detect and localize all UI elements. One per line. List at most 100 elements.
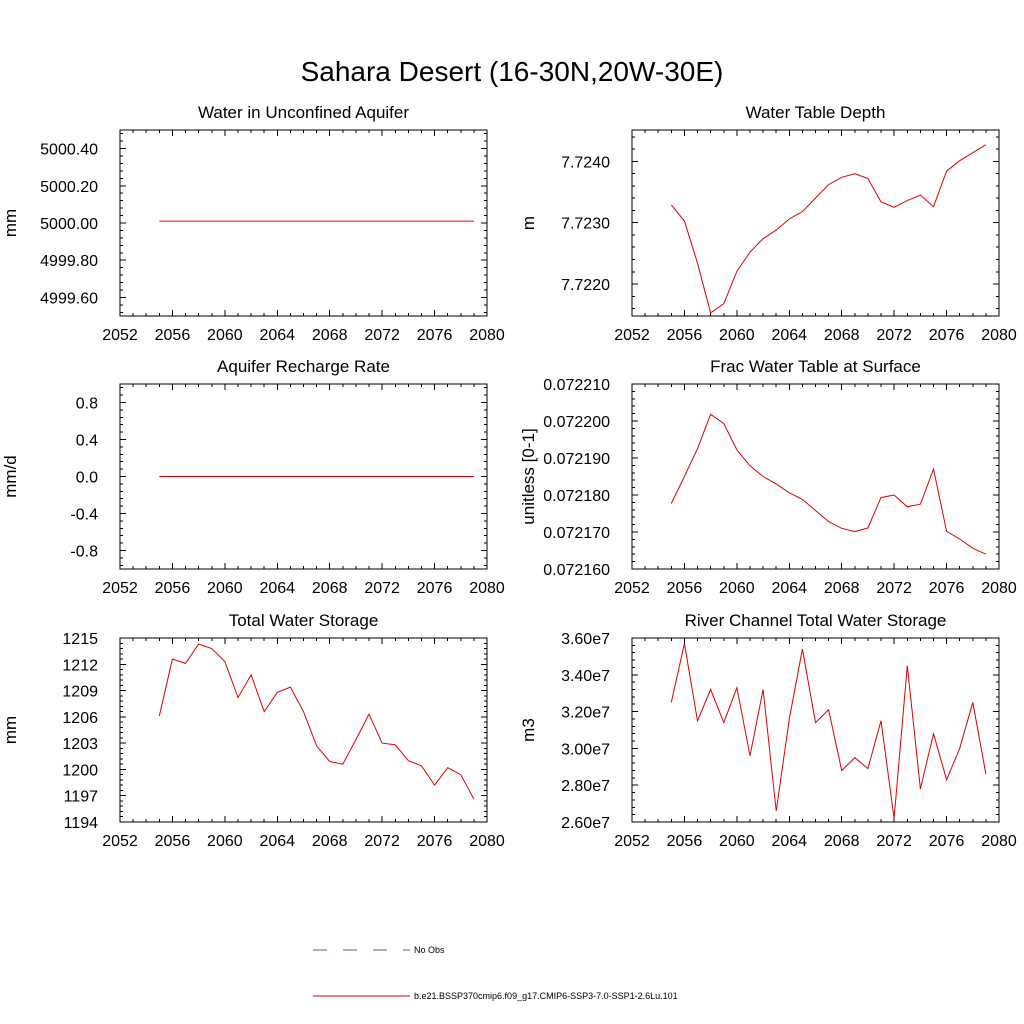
y-tick-label: 0.072210 xyxy=(543,377,610,394)
x-tick-label: 2064 xyxy=(771,580,807,597)
y-tick-label: 1215 xyxy=(62,631,98,648)
y-tick-label: -0.4 xyxy=(70,507,98,524)
x-tick-label: 2056 xyxy=(155,327,191,344)
panel-water-table-depth: Water Table Depth m 2052 2056 2060 2064 2068 20… xyxy=(519,103,1017,344)
panel-frac-water-table: Frac Water Table at Surface unitless [0-1… xyxy=(519,357,1017,597)
y-tick-label: 5000.20 xyxy=(40,179,98,196)
plot-frame xyxy=(631,129,1000,317)
figure-title: Sahara Desert (16-30N,20W-30E) xyxy=(300,56,724,87)
x-tick-label: 2076 xyxy=(929,580,965,597)
x-tick-label: 2072 xyxy=(364,580,400,597)
x-tick-label: 2056 xyxy=(667,327,703,344)
x-tick-label: 2052 xyxy=(102,580,138,597)
chart-panels: Water in Unconfined Aquifer mm 2052 2056 206… xyxy=(1,103,1017,850)
legend: No Obs b.e21.BSSP370cmip6.f09_g17.CMIP6-… xyxy=(313,945,678,1001)
x-tick-label: 2052 xyxy=(614,580,650,597)
y-tick-label: 7.7230 xyxy=(561,216,610,233)
x-tick-label: 2080 xyxy=(981,580,1017,597)
y-tick-label: 3.40e7 xyxy=(561,668,610,685)
x-tick-label: 2076 xyxy=(417,327,453,344)
x-tick-label: 2080 xyxy=(469,327,505,344)
x-tick-label: 2080 xyxy=(469,833,505,850)
panel-title: Water in Unconfined Aquifer xyxy=(198,103,409,122)
y-axis-label: m xyxy=(519,216,538,230)
y-tick-label: 0.072200 xyxy=(543,414,610,431)
x-tick-label: 2068 xyxy=(824,580,860,597)
x-tick-label: 2068 xyxy=(312,580,348,597)
y-tick-label: 0.4 xyxy=(76,433,98,450)
x-tick-label: 2060 xyxy=(207,833,243,850)
y-tick-label: 3.00e7 xyxy=(561,741,610,758)
y-tick-label: 0.8 xyxy=(76,396,98,413)
y-axis-label: mm/d xyxy=(1,455,20,498)
y-tick-label: 3.20e7 xyxy=(561,705,610,722)
y-axis-label: m3 xyxy=(519,718,538,742)
legend-label-no-obs: No Obs xyxy=(414,945,445,955)
series-line xyxy=(670,144,987,314)
panel-aquifer-water: Water in Unconfined Aquifer mm 2052 2056 206… xyxy=(1,103,505,344)
y-tick-label: 1206 xyxy=(62,710,98,727)
x-tick-label: 2060 xyxy=(719,327,755,344)
y-tick-label: 4999.80 xyxy=(40,253,98,270)
y-tick-label: 1203 xyxy=(62,736,98,753)
y-tick-label: 7.7240 xyxy=(561,154,610,171)
x-tick-label: 2076 xyxy=(929,833,965,850)
x-tick-label: 2056 xyxy=(667,833,703,850)
y-tick-label: 2.60e7 xyxy=(561,815,610,832)
x-tick-label: 2068 xyxy=(824,833,860,850)
x-tick-label: 2052 xyxy=(102,327,138,344)
y-tick-label: 4999.60 xyxy=(40,290,98,307)
x-tick-label: 2052 xyxy=(614,327,650,344)
x-tick-label: 2056 xyxy=(667,580,703,597)
y-tick-label: 3.60e7 xyxy=(561,631,610,648)
y-tick-label: 0.072170 xyxy=(543,525,610,542)
x-tick-label: 2072 xyxy=(364,833,400,850)
x-tick-label: 2060 xyxy=(207,580,243,597)
x-tick-label: 2068 xyxy=(312,327,348,344)
x-tick-label: 2064 xyxy=(259,580,295,597)
x-tick-label: 2080 xyxy=(981,833,1017,850)
x-tick-label: 2076 xyxy=(417,833,453,850)
y-tick-label: -0.8 xyxy=(70,544,98,561)
y-tick-label: 1197 xyxy=(64,789,99,806)
y-axis-label: mm xyxy=(1,716,20,744)
y-axis-label: mm xyxy=(1,209,20,237)
x-tick-label: 2076 xyxy=(929,327,965,344)
x-tick-label: 2076 xyxy=(417,580,453,597)
series-line xyxy=(670,413,987,555)
x-tick-label: 2080 xyxy=(469,580,505,597)
x-tick-label: 2072 xyxy=(876,327,912,344)
x-tick-label: 2056 xyxy=(155,833,191,850)
x-tick-label: 2068 xyxy=(312,833,348,850)
panel-title: River Channel Total Water Storage xyxy=(685,611,947,630)
series-line xyxy=(158,643,475,800)
y-tick-label: 1200 xyxy=(62,762,98,779)
plot-frame xyxy=(119,637,488,823)
y-tick-label: 0.0 xyxy=(76,470,98,487)
series-line xyxy=(670,643,987,819)
x-tick-label: 2072 xyxy=(876,833,912,850)
y-tick-label: 1212 xyxy=(62,657,98,674)
plot-frame xyxy=(119,129,488,317)
panel-title: Aquifer Recharge Rate xyxy=(217,357,390,376)
x-tick-label: 2064 xyxy=(771,833,807,850)
plot-frame xyxy=(631,637,1000,823)
y-tick-label: 1209 xyxy=(62,684,98,701)
y-tick-label: 0.072190 xyxy=(543,451,610,468)
y-axis-label: unitless [0-1] xyxy=(519,428,538,524)
legend-label-model: b.e21.BSSP370cmip6.f09_g17.CMIP6-SSP3-7.… xyxy=(414,991,678,1001)
y-tick-label: 7.7220 xyxy=(561,277,610,294)
y-tick-label: 1194 xyxy=(64,815,99,832)
y-tick-label: 5000.00 xyxy=(40,216,98,233)
panel-title: Total Water Storage xyxy=(229,611,379,630)
x-tick-label: 2064 xyxy=(771,327,807,344)
x-tick-label: 2068 xyxy=(824,327,860,344)
plot-frame xyxy=(631,383,1000,570)
x-tick-label: 2056 xyxy=(155,580,191,597)
x-tick-label: 2072 xyxy=(876,580,912,597)
x-tick-label: 2060 xyxy=(719,833,755,850)
x-tick-label: 2060 xyxy=(207,327,243,344)
x-tick-label: 2052 xyxy=(102,833,138,850)
